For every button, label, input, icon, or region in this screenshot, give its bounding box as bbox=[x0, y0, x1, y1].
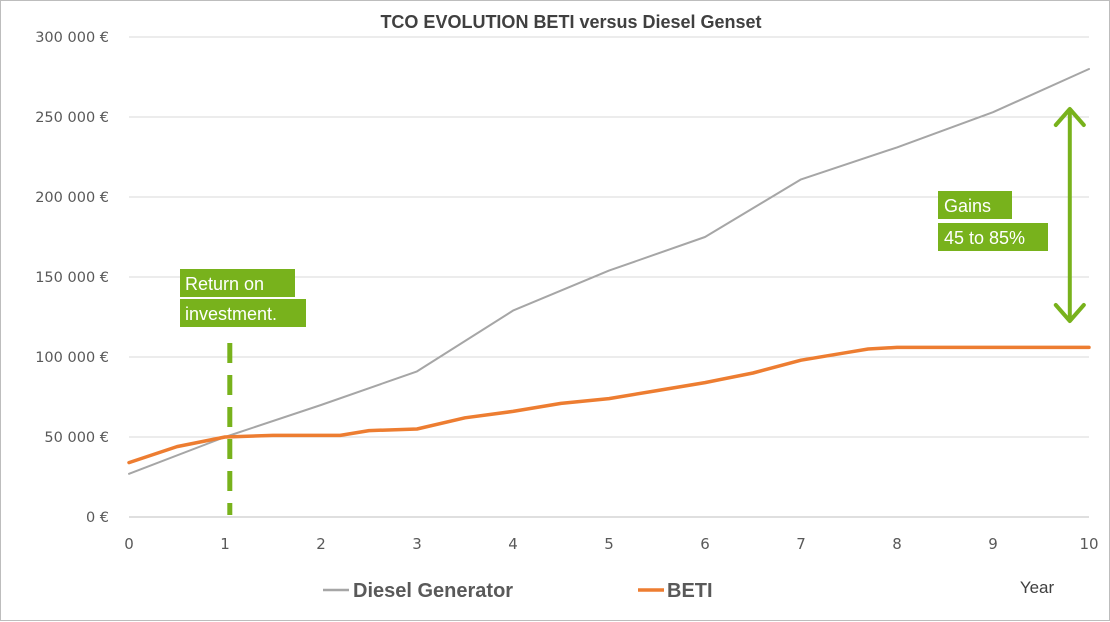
gains-label-line: Gains bbox=[944, 196, 991, 216]
x-axis-tick-labels: 0 1 2 3 4 5 6 7 8 9 10 bbox=[124, 535, 1098, 553]
y-tick-label: 250 000 € bbox=[35, 110, 109, 126]
x-tick-label: 8 bbox=[892, 535, 902, 553]
gains-label-box bbox=[938, 223, 1048, 251]
series-line-diesel-generator bbox=[128, 68, 1090, 475]
x-tick-label: 2 bbox=[316, 535, 326, 553]
x-tick-label: 1 bbox=[220, 535, 230, 553]
roi-label-line: investment. bbox=[185, 304, 277, 324]
y-tick-label: 200 000 € bbox=[35, 190, 109, 206]
y-tick-label: 300 000 € bbox=[35, 30, 109, 46]
roi-label-line: Return on bbox=[185, 274, 264, 294]
legend-label: BETI bbox=[667, 580, 713, 602]
roi-label-box bbox=[180, 299, 306, 327]
y-tick-label: 50 000 € bbox=[44, 430, 109, 446]
annotations: Return on investment. Gains 45 to 85% bbox=[180, 107, 1086, 515]
gains-label-box bbox=[938, 191, 1012, 219]
x-tick-label: 0 bbox=[124, 535, 134, 553]
y-tick-label: 0 € bbox=[86, 510, 109, 526]
legend: Diesel Generator BETI bbox=[323, 580, 713, 602]
chart-title: TCO EVOLUTION BETI versus Diesel Genset bbox=[380, 12, 761, 32]
x-tick-label: 9 bbox=[988, 535, 998, 553]
x-tick-label: 4 bbox=[508, 535, 518, 553]
x-tick-label: 10 bbox=[1079, 535, 1098, 553]
gains-label-line: 45 to 85% bbox=[944, 228, 1025, 248]
legend-label: Diesel Generator bbox=[353, 580, 513, 602]
x-axis-label: Year bbox=[1020, 578, 1055, 597]
gains-arrow-head-up bbox=[1053, 107, 1086, 127]
y-tick-label: 100 000 € bbox=[35, 350, 109, 366]
series-lines bbox=[127, 68, 1091, 475]
series-line-beti bbox=[127, 345, 1091, 465]
x-tick-label: 3 bbox=[412, 535, 422, 553]
y-axis-tick-labels: 0 € 50 000 € 100 000 € 150 000 € 200 000 € 25… bbox=[35, 30, 109, 526]
gains-arrow-head-down bbox=[1053, 303, 1086, 323]
x-tick-label: 6 bbox=[700, 535, 710, 553]
y-tick-label: 150 000 € bbox=[35, 270, 109, 286]
x-tick-label: 7 bbox=[796, 535, 806, 553]
x-tick-label: 5 bbox=[604, 535, 614, 553]
roi-label-box bbox=[180, 269, 295, 297]
